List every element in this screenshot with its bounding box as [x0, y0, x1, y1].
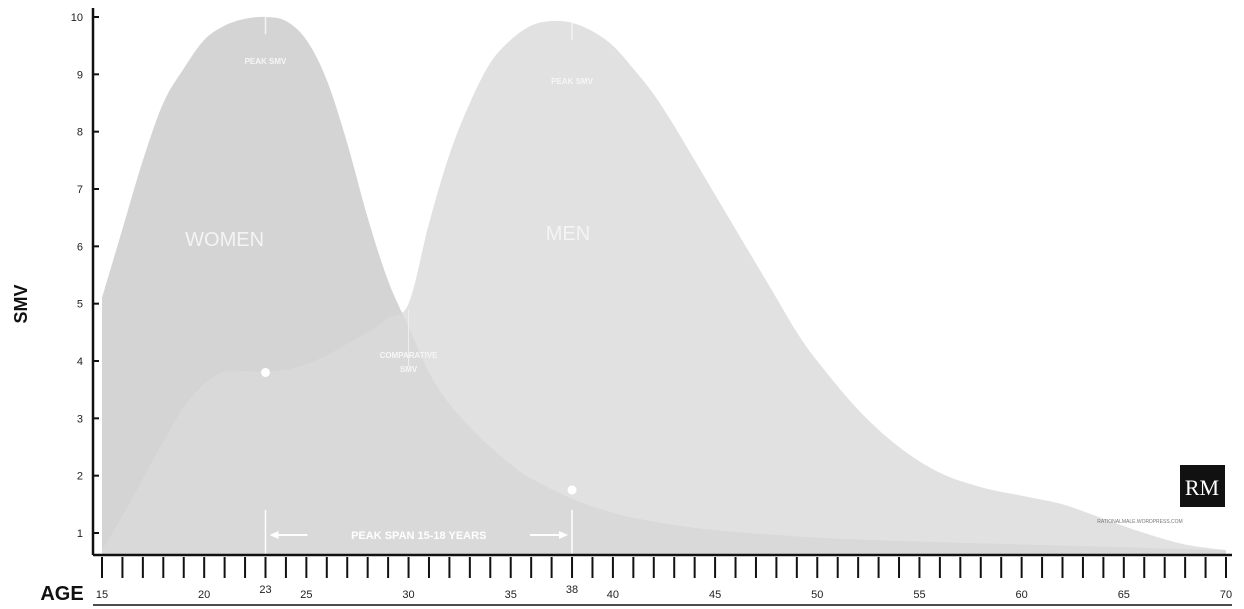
x-tick-label-38: 38: [566, 584, 578, 596]
x-tick-label-40: 40: [607, 589, 619, 601]
women-area-label: WOMEN: [185, 229, 264, 251]
y-tick-label-2: 2: [77, 471, 83, 483]
men-at-women-peak-point: [260, 367, 270, 377]
x-axis-title: AGE: [40, 583, 83, 605]
x-tick-label-30: 30: [402, 589, 414, 601]
women-peak-label: PEAK SMV: [245, 57, 287, 66]
logo-caption: RATIONALMALE.WORDPRESS.COM: [1097, 519, 1182, 525]
y-tick-label-5: 5: [77, 299, 83, 311]
comparative-label-1: COMPARATIVE: [380, 351, 439, 360]
area-men: [102, 20, 1226, 556]
x-tick-label-50: 50: [811, 589, 823, 601]
men-peak-label: PEAK SMV: [551, 77, 593, 86]
x-tick-label-25: 25: [300, 589, 312, 601]
y-tick-label-6: 6: [77, 241, 83, 253]
men-area-label: MEN: [546, 223, 590, 245]
annotations: WOMEN MEN PEAK SMV PEAK SMV COMPARATIVE SMV PE…: [185, 17, 594, 556]
x-tick-label-23: 23: [259, 584, 271, 596]
y-tick-label-8: 8: [77, 127, 83, 139]
peak-span-right-arrowhead: [559, 531, 569, 539]
comparative-label-2: SMV: [400, 365, 418, 374]
x-tick-label-65: 65: [1118, 589, 1130, 601]
x-tick-label-15: 15: [96, 589, 108, 601]
y-tick-label-7: 7: [77, 184, 83, 196]
peak-span-left-arrowhead: [269, 531, 279, 539]
y-tick-label-4: 4: [77, 356, 83, 368]
x-tick-label-60: 60: [1016, 589, 1028, 601]
y-tick-label-3: 3: [77, 413, 83, 425]
women-at-men-peak-point: [567, 485, 577, 495]
logo: RM RATIONALMALE.WORDPRESS.COM: [1097, 465, 1225, 525]
peak-span-label: PEAK SPAN 15-18 YEARS: [351, 530, 486, 542]
x-tick-label-20: 20: [198, 589, 210, 601]
y-tick-label-10: 10: [71, 12, 83, 24]
logo-text: RM: [1185, 475, 1219, 500]
x-tick-label-35: 35: [505, 589, 517, 601]
series-areas: [102, 16, 1226, 556]
logo-box: [1180, 465, 1225, 507]
y-tick-label-1: 1: [77, 528, 83, 540]
y-tick-label-9: 9: [77, 69, 83, 81]
x-tick-label-55: 55: [913, 589, 925, 601]
y-axis-title: SMV: [11, 284, 31, 323]
x-tick-label-45: 45: [709, 589, 721, 601]
x-tick-label-70: 70: [1220, 589, 1232, 601]
